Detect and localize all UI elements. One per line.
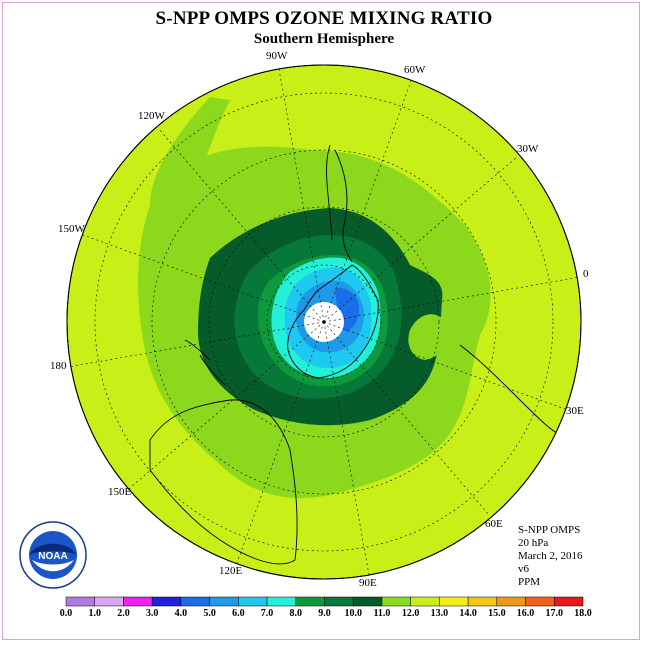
colorbar-tick-label: 0.0 [59,608,73,619]
colorbar-swatch [496,596,526,607]
info-level: 20 hPa [518,537,549,549]
colorbar-swatch [209,596,239,607]
colorbar-tick-label: 1.0 [88,608,101,619]
colorbar-tick-label: 10.0 [344,608,362,619]
contour-4 [335,287,360,332]
noaa-logo-text: NOAA [38,551,67,562]
colorbar-swatch [324,596,354,607]
info-date: March 2, 2016 [518,550,583,562]
colorbar-tick-label: 17.0 [545,608,564,619]
lon-label-0: 0 [583,268,589,280]
colorbar-swatch [439,596,469,607]
colorbar-tick-label: 15.0 [488,608,506,619]
australia-coast [149,399,298,565]
colorbar-tick-label: 5.0 [203,608,216,619]
colorbar-swatch [352,596,383,607]
contour-pocket [408,314,449,360]
lon-label-120e: 120E [219,565,243,577]
colorbar-tick-label: 13.0 [430,608,449,619]
colorbar-swatch [151,596,182,607]
lon-label-150w: 150W [58,223,85,235]
lon-label-180: 180 [50,360,67,372]
info-instrument: S-NPP OMPS [518,524,581,536]
colorbar-tick-label: 16.0 [516,608,535,619]
colorbar-swatch [467,596,498,607]
contour-11-arm [150,97,230,215]
colorbar-tick-label: 12.0 [401,608,420,619]
map-subtitle: Southern Hemisphere [253,31,395,47]
colorbar-swatch [525,596,555,607]
graticule [67,68,581,576]
colorbar-swatch [295,596,325,607]
colorbar-tick-label: 18.0 [574,608,592,619]
lon-label-90e: 90E [359,577,377,589]
colorbar-swatch [123,596,153,607]
lon-label-90w: 90W [266,50,288,62]
lon-label-60e: 60E [485,518,503,530]
colorbar-swatch [554,596,584,607]
lon-label-120w: 120W [138,110,165,122]
figure-frame [2,2,640,640]
colorbar-tick-label: 11.0 [373,608,391,619]
antarctica-coast [287,264,379,379]
colorbar-tick-label: 14.0 [459,608,477,619]
colorbar-swatch [410,596,440,607]
lon-label-60w: 60W [404,64,426,76]
noaa-logo: NOAA [19,521,87,589]
map-title: S-NPP OMPS OZONE MIXING RATIO [155,8,493,29]
colorbar-tick-label: 8.0 [289,608,303,619]
lon-label-30w: 30W [517,143,539,155]
lon-label-30e: 30E [566,405,584,417]
colorbar-swatch [65,596,95,607]
colorbar-tick-label: 6.0 [232,608,245,619]
colorbar-swatch [238,596,268,607]
colorbar-swatch [180,596,210,607]
info-units: PPM [518,576,541,588]
lon-label-150e: 150E [108,486,132,498]
new-zealand-coast [184,339,226,386]
info-version: v6 [518,563,529,575]
info-block: S-NPP OMPS 20 hPa March 2, 2016 v6 PPM [518,524,582,589]
colorbar-swatch [381,596,411,607]
colorbar-tick-label: 3.0 [145,608,159,619]
colorbar-tick-label: 9.0 [318,608,331,619]
colorbar-swatch [94,596,124,607]
colorbar-tick-label: 2.0 [117,608,130,619]
colorbar-swatch [266,596,297,607]
colorbar-tick-label: 7.0 [260,608,274,619]
south-america-coast [326,144,353,263]
colorbar-tick-label: 4.0 [174,608,188,619]
